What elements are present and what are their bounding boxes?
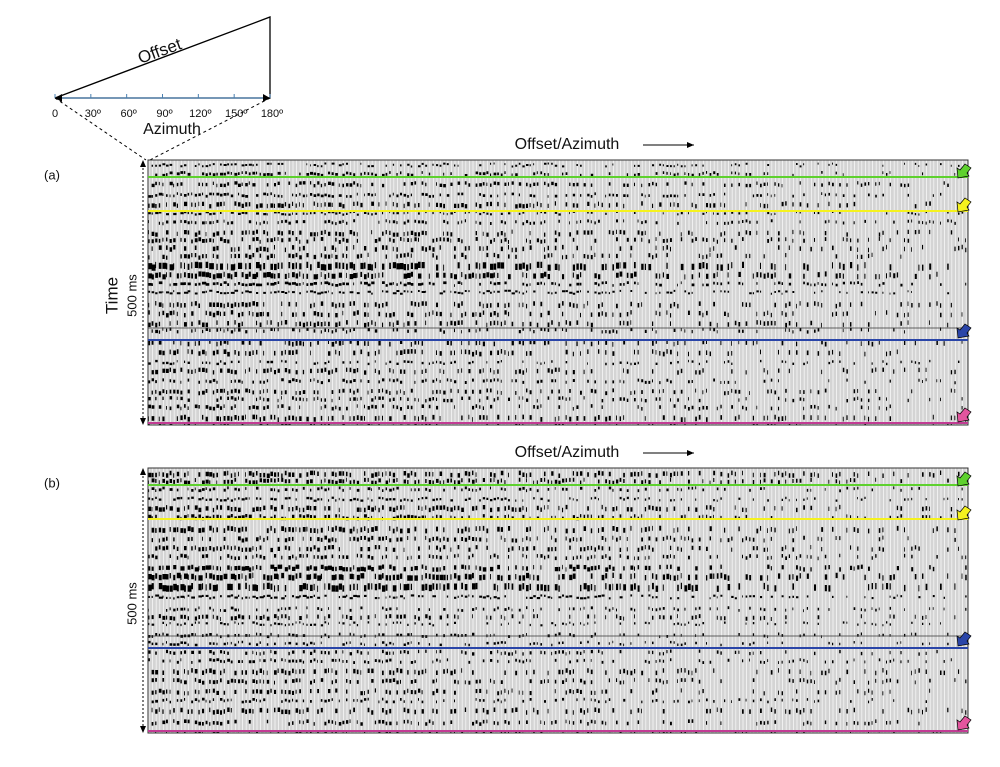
- panel-label: (a): [44, 167, 60, 182]
- panel-background: [148, 160, 968, 425]
- scale-label: 500 ms: [124, 274, 139, 317]
- azimuth-tick-label: 180º: [261, 108, 283, 120]
- horizon-marker: [956, 471, 972, 487]
- scale-label: 500 ms: [124, 582, 139, 625]
- azimuth-tick-label: 30º: [85, 108, 101, 120]
- azimuth-tick-label: 0: [52, 108, 58, 120]
- x-axis-label: Offset/Azimuth: [515, 136, 620, 153]
- traces: [148, 468, 968, 733]
- seismic-panel: (b) Offset/Azimuth 500 ms: [44, 444, 972, 734]
- arrowhead: [263, 94, 270, 102]
- azimuth-ticks: 0 30º 60º 90º 120º 150º 180º: [52, 94, 283, 120]
- arrowhead: [140, 468, 146, 475]
- azimuth-tick-label: 150º: [225, 108, 247, 120]
- connector: [54, 97, 147, 161]
- y-axis-label: Time: [102, 277, 121, 314]
- azimuth-tick-label: 90º: [156, 108, 172, 120]
- connector: [149, 97, 271, 161]
- offset-label: Offset: [135, 34, 184, 67]
- azimuth-tick-label: 60º: [121, 108, 137, 120]
- arrowhead: [140, 418, 146, 425]
- trace-lines: [148, 468, 967, 733]
- arrowhead: [140, 160, 146, 167]
- horizon-marker: [956, 715, 972, 731]
- panel-background: [148, 468, 968, 733]
- arrowhead: [55, 94, 62, 102]
- panel-label: (b): [44, 475, 60, 490]
- horizon-marker: [956, 197, 972, 213]
- horizon-marker: [956, 505, 972, 521]
- traces: [148, 160, 968, 425]
- azimuth-tick-label: 120º: [189, 108, 211, 120]
- panel-frame: [147, 159, 969, 426]
- horizon-marker: [956, 323, 972, 339]
- horizon-marker: [956, 163, 972, 179]
- horizon-marker: [956, 631, 972, 647]
- azimuth-label: Azimuth: [143, 121, 201, 138]
- x-axis-label: Offset/Azimuth: [515, 444, 620, 461]
- horizon-marker: [956, 407, 972, 423]
- arrowhead: [140, 726, 146, 733]
- panel-frame: [147, 467, 969, 734]
